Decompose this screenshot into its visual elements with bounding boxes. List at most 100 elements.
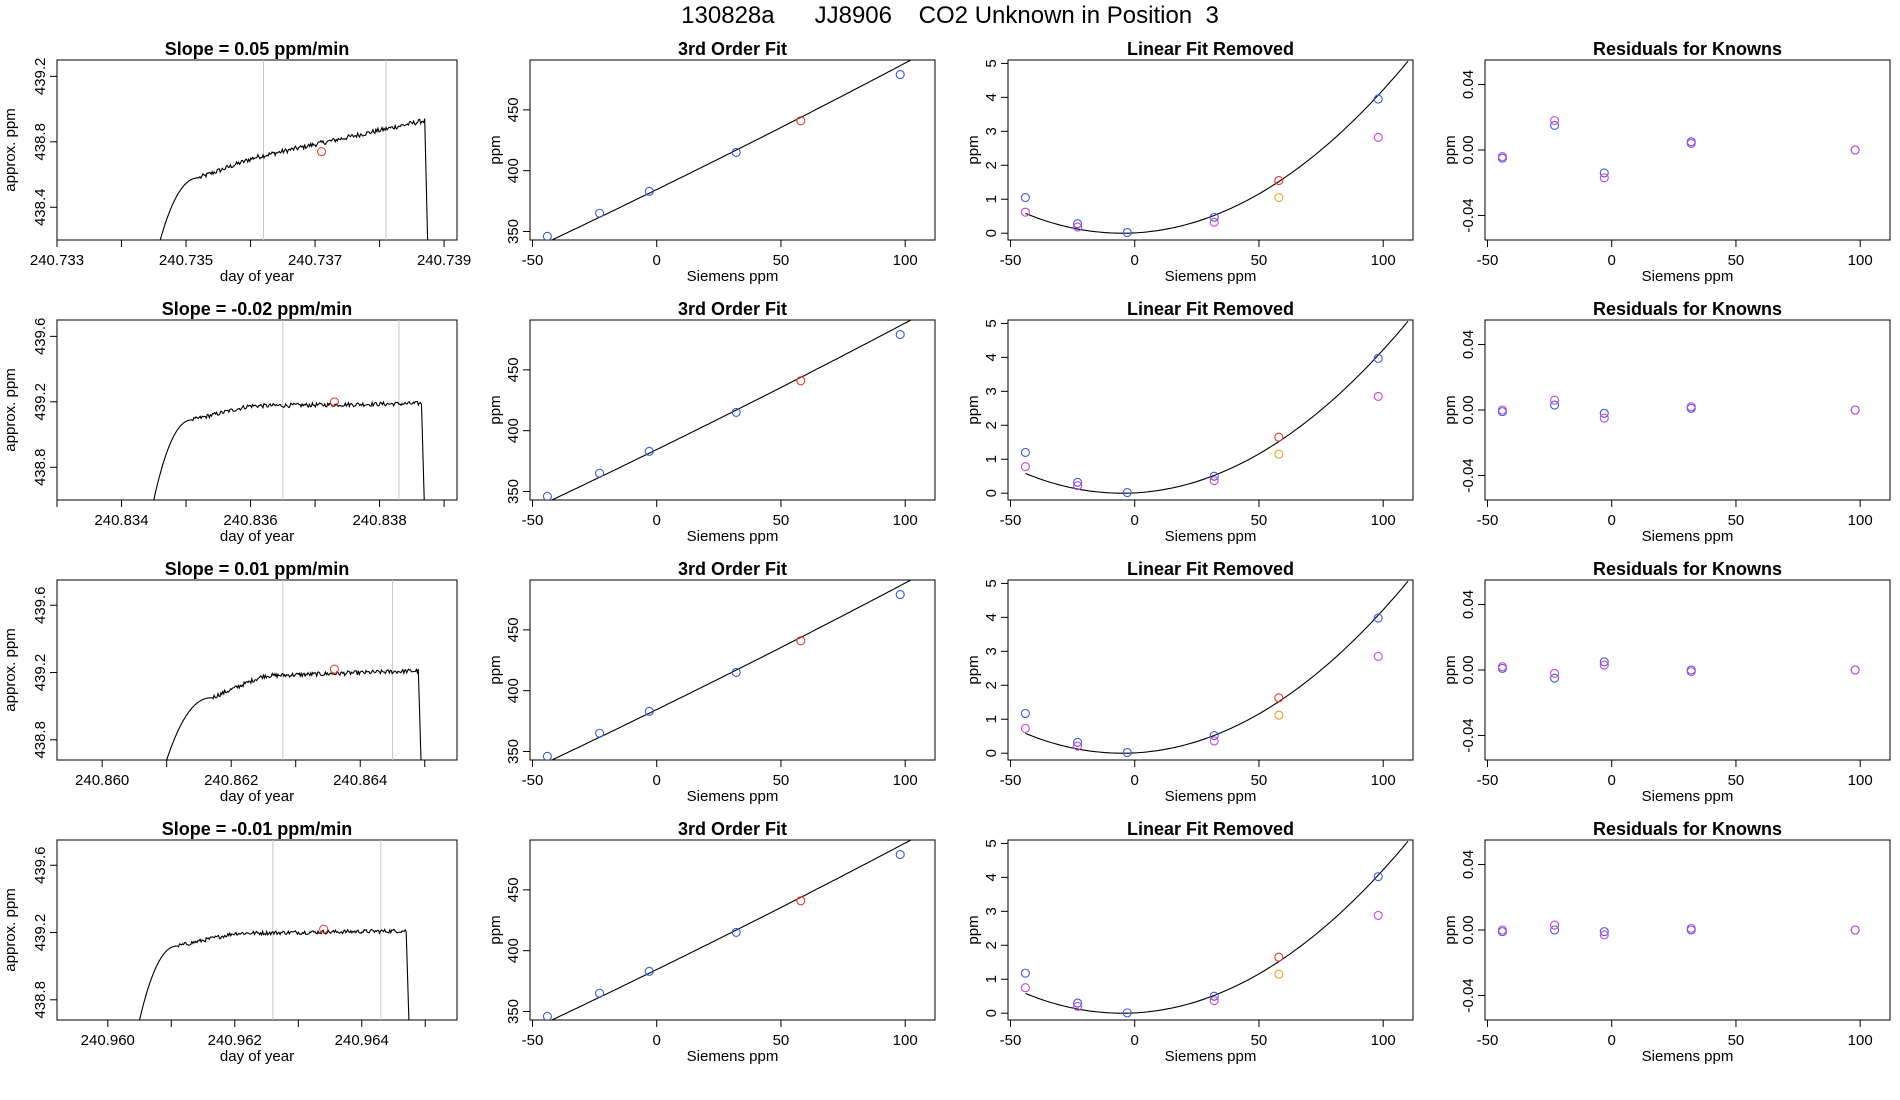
x-tick-label: 240.962	[208, 1032, 262, 1049]
data-point	[895, 330, 905, 340]
trace-line	[138, 928, 410, 1020]
plot-area	[1020, 580, 1409, 758]
x-axis-label: Siemens ppm	[1642, 788, 1734, 805]
y-tick-label: 0	[983, 489, 1000, 497]
y-tick-label: 0.00	[1460, 915, 1477, 944]
panel-fit3-row-2: 3rd Order Fit -50 0 50 100 350 400 450 Siemens p…	[487, 299, 936, 545]
y-tick-label: 0	[983, 749, 1000, 757]
data-point	[1373, 910, 1383, 920]
data-point	[1599, 408, 1609, 418]
x-tick-label: 100	[893, 252, 918, 269]
x-tick-label: 100	[1848, 772, 1873, 789]
plot-area	[1020, 60, 1409, 238]
x-tick-label: 50	[1728, 1032, 1745, 1049]
y-tick-label: 3	[983, 907, 1000, 915]
data-point	[644, 186, 654, 196]
y-tick-label: 400	[505, 418, 522, 443]
x-tick-label: 50	[773, 252, 790, 269]
y-tick-label: 439.2	[32, 58, 49, 96]
y-tick-label: 438.8	[32, 448, 49, 486]
data-point	[1550, 668, 1560, 678]
x-tick-label: 100	[893, 1032, 918, 1049]
y-axis-label: approx. ppm	[2, 368, 19, 451]
plot-area	[159, 60, 429, 240]
x-tick-label: 240.960	[81, 1032, 135, 1049]
data-point	[1599, 660, 1609, 670]
data-point	[1020, 983, 1030, 993]
x-tick-label: 240.834	[94, 512, 148, 529]
y-tick-label: 350	[505, 739, 522, 764]
panel-title: Slope = 0.01 ppm/min	[165, 559, 350, 579]
y-tick-label: 5	[983, 59, 1000, 67]
y-axis-label: approx. ppm	[2, 888, 19, 971]
data-point	[1850, 925, 1860, 935]
data-point	[1274, 449, 1284, 459]
y-tick-label: 439.2	[32, 383, 49, 421]
panel-trace-row-1: Slope = 0.05 ppm/min 240.733 240.735 240.73…	[2, 39, 471, 285]
plot-frame	[1007, 579, 1414, 761]
data-point	[1209, 476, 1219, 486]
x-tick-label: 240.838	[352, 512, 406, 529]
y-tick-label: 450	[505, 877, 522, 902]
data-point	[1599, 657, 1609, 667]
data-point	[731, 407, 741, 417]
data-point	[1599, 168, 1609, 178]
x-axis-label: Siemens ppm	[687, 1048, 779, 1065]
x-tick-label: -50	[1477, 772, 1499, 789]
panel-title: Linear Fit Removed	[1127, 559, 1294, 579]
data-point	[1373, 132, 1383, 142]
data-point	[1686, 667, 1696, 677]
x-tick-label: 50	[1251, 772, 1268, 789]
plot-frame	[1007, 59, 1414, 241]
data-point	[1850, 665, 1860, 675]
data-point	[1550, 120, 1560, 131]
y-tick-label: 0.04	[1460, 850, 1477, 879]
data-point	[542, 751, 552, 760]
data-point	[595, 728, 605, 738]
data-point	[1274, 176, 1284, 186]
panel-title: Residuals for Knowns	[1593, 299, 1782, 319]
data-point	[1020, 447, 1030, 458]
y-axis-label: ppm	[965, 135, 982, 164]
x-tick-label: 240.864	[333, 772, 387, 789]
data-point	[1209, 217, 1219, 227]
sample-marker	[329, 397, 339, 407]
y-tick-label: 438.8	[32, 123, 49, 161]
y-tick-label: 4	[983, 873, 1000, 881]
y-axis-label: ppm	[487, 135, 504, 164]
panel-title: Residuals for Knowns	[1593, 819, 1782, 839]
x-axis-label: Siemens ppm	[1642, 1048, 1734, 1065]
y-tick-label: 3	[983, 647, 1000, 655]
data-point	[1020, 207, 1030, 217]
y-axis-label: ppm	[965, 655, 982, 684]
plot-frame	[56, 579, 458, 761]
x-axis-label: day of year	[220, 528, 294, 545]
panel-title: Residuals for Knowns	[1593, 559, 1782, 579]
plot-area	[1497, 657, 1860, 683]
panel-trace-row-2: Slope = -0.02 ppm/min 240.834 240.836 240.8…	[2, 299, 458, 545]
data-point	[1122, 1008, 1132, 1018]
data-point	[1020, 192, 1030, 203]
y-axis-label: approx. ppm	[2, 108, 19, 191]
data-point	[796, 896, 806, 906]
data-point	[1373, 353, 1383, 363]
y-tick-label: 439.6	[32, 846, 49, 884]
data-point	[1209, 212, 1219, 222]
x-tick-label: 0	[1608, 252, 1616, 269]
data-point	[1373, 613, 1383, 623]
page-title: 130828a JJ8906 CO2 Unknown in Position 3	[681, 2, 1219, 29]
y-tick-label: 0	[983, 229, 1000, 237]
x-tick-label: 240.737	[288, 252, 342, 269]
data-point	[731, 147, 741, 157]
x-tick-label: 50	[773, 772, 790, 789]
x-tick-label: 100	[1371, 1032, 1396, 1049]
y-axis-label: ppm	[1442, 135, 1459, 164]
data-point	[542, 491, 552, 500]
data-point	[595, 208, 605, 218]
panel-title: Linear Fit Removed	[1127, 299, 1294, 319]
x-tick-label: -50	[1000, 1032, 1022, 1049]
data-point	[1550, 395, 1560, 405]
data-point	[644, 706, 654, 716]
plot-frame	[56, 319, 458, 501]
data-point	[644, 966, 654, 976]
